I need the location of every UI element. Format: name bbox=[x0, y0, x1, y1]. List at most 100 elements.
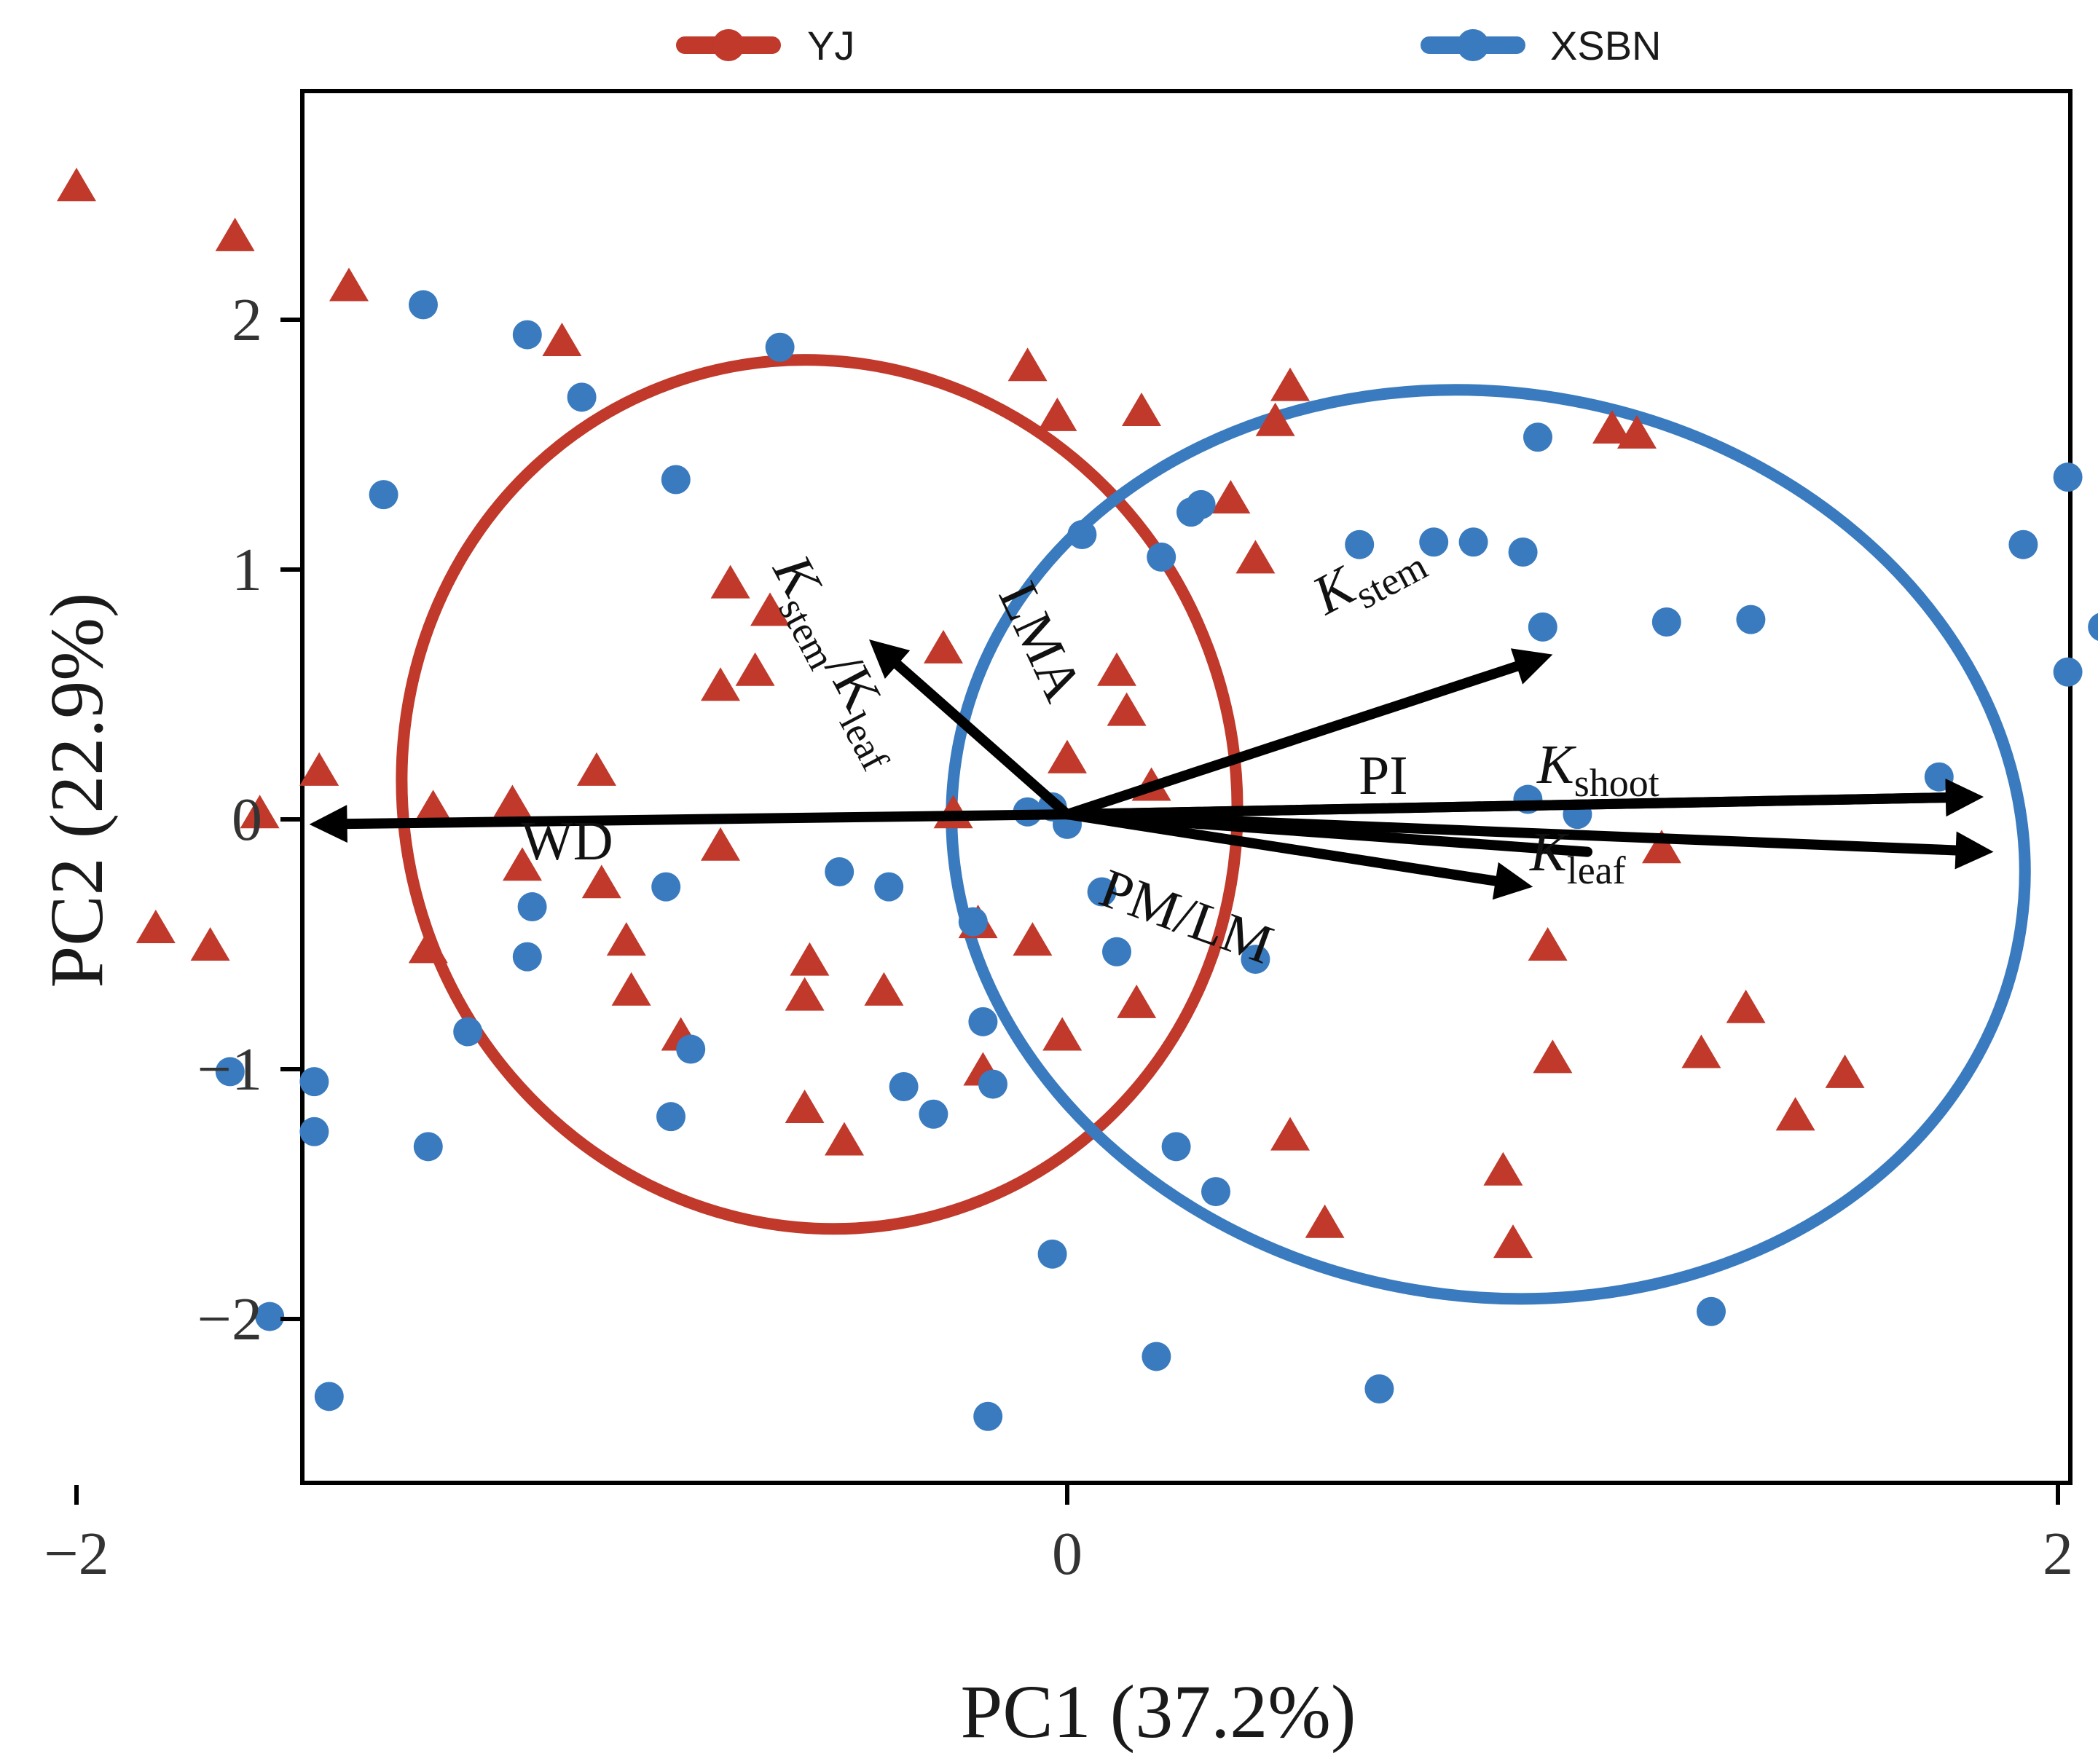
point-yj bbox=[1775, 1097, 1815, 1131]
point-xsbn bbox=[1142, 1342, 1171, 1371]
point-xsbn bbox=[1697, 1296, 1726, 1326]
point-xsbn bbox=[919, 1099, 948, 1129]
loading-arrows bbox=[309, 639, 1994, 900]
point-xsbn bbox=[215, 1057, 245, 1087]
point-yj bbox=[1235, 540, 1276, 574]
point-yj bbox=[577, 752, 616, 786]
point-yj bbox=[1681, 1034, 1721, 1068]
point-xsbn bbox=[567, 382, 597, 412]
x-tick-label: −2 bbox=[44, 1520, 109, 1588]
point-xsbn bbox=[1651, 607, 1681, 637]
arrow-pl-inner bbox=[1062, 809, 1592, 857]
point-yj bbox=[1107, 692, 1147, 726]
point-xsbn bbox=[413, 1132, 443, 1162]
point-xsbn bbox=[1161, 1132, 1191, 1162]
arrow-wd bbox=[342, 809, 1072, 830]
point-yj bbox=[1493, 1224, 1533, 1259]
point-xsbn bbox=[1241, 945, 1270, 974]
point-xsbn bbox=[651, 872, 681, 902]
y-tick-label: 2 bbox=[232, 286, 262, 354]
scatter-points bbox=[57, 168, 2098, 1431]
point-yj bbox=[1483, 1151, 1523, 1186]
point-xsbn bbox=[1201, 1177, 1230, 1207]
point-xsbn bbox=[1458, 527, 1488, 557]
point-yj bbox=[1013, 922, 1053, 956]
arrowhead-wd bbox=[309, 805, 347, 843]
label-lma: LMA bbox=[987, 573, 1095, 711]
point-xsbn bbox=[2053, 462, 2083, 492]
point-yj bbox=[1825, 1054, 1865, 1088]
arrowhead-kstem bbox=[1510, 648, 1553, 685]
point-xsbn bbox=[1508, 537, 1538, 567]
arrowhead-lma bbox=[869, 639, 911, 679]
x-tick-label: 2 bbox=[2043, 1520, 2073, 1588]
point-yj bbox=[1122, 392, 1161, 426]
point-yj bbox=[1255, 402, 1295, 436]
ellipse-yj bbox=[396, 354, 1244, 1235]
legend-marker-yj bbox=[712, 29, 744, 61]
label-wd: WD bbox=[521, 811, 613, 872]
point-yj bbox=[1528, 927, 1568, 961]
point-xsbn bbox=[1087, 877, 1117, 907]
point-xsbn bbox=[1037, 1239, 1067, 1269]
point-yj bbox=[1211, 480, 1251, 514]
arrow-lma bbox=[892, 659, 1072, 820]
point-xsbn bbox=[874, 872, 904, 902]
point-xsbn bbox=[661, 465, 691, 495]
point-xsbn bbox=[299, 1067, 329, 1097]
point-yj bbox=[190, 927, 230, 961]
point-xsbn bbox=[968, 1007, 998, 1036]
y-axis-title: PC2 (22.9%) bbox=[35, 592, 119, 988]
point-yj bbox=[825, 1122, 864, 1156]
point-xsbn bbox=[2008, 529, 2038, 559]
point-yj bbox=[1533, 1039, 1573, 1074]
point-xsbn bbox=[889, 1072, 919, 1102]
point-xsbn bbox=[1523, 422, 1552, 452]
point-yj bbox=[701, 827, 740, 861]
point-xsbn bbox=[656, 1102, 685, 1132]
point-yj bbox=[1117, 984, 1157, 1018]
point-xsbn bbox=[517, 892, 547, 922]
y-tick-label: 0 bbox=[232, 786, 262, 854]
plot-frame bbox=[300, 89, 2073, 1485]
legend-marker-xsbn bbox=[1457, 29, 1489, 61]
point-yj bbox=[735, 652, 775, 686]
point-xsbn bbox=[1147, 542, 1176, 572]
point-yj bbox=[611, 972, 651, 1006]
label-kleaf: Kleaf bbox=[1529, 822, 1626, 892]
arrowhead-pm-lm bbox=[1492, 862, 1533, 900]
legend-label-yj: YJ bbox=[807, 23, 854, 68]
point-yj bbox=[1270, 367, 1310, 401]
legend-item-yj: YJ bbox=[676, 23, 854, 68]
point-yj bbox=[408, 929, 448, 964]
point-yj bbox=[1037, 397, 1077, 431]
arrow-kshoot bbox=[1062, 792, 1952, 820]
point-yj bbox=[750, 592, 790, 626]
point-yj bbox=[215, 217, 255, 251]
point-yj bbox=[581, 865, 621, 899]
point-xsbn bbox=[409, 290, 438, 320]
point-xsbn bbox=[765, 332, 795, 362]
point-yj bbox=[701, 667, 740, 701]
point-xsbn bbox=[1364, 1374, 1394, 1404]
label-kshoot: Kshoot bbox=[1536, 734, 1659, 805]
point-yj bbox=[1305, 1204, 1345, 1238]
label-pi: PI bbox=[1359, 745, 1408, 806]
arrowhead-kleaf bbox=[1954, 831, 1994, 870]
point-yj bbox=[864, 972, 904, 1006]
point-yj bbox=[924, 629, 963, 664]
legend: YJ XSBN bbox=[676, 23, 1662, 68]
point-yj bbox=[710, 564, 750, 599]
point-yj bbox=[413, 790, 453, 824]
point-yj bbox=[1097, 652, 1136, 686]
x-axis-title: PC1 (37.2%) bbox=[960, 1670, 1356, 1754]
point-xsbn bbox=[2088, 613, 2098, 641]
point-xsbn bbox=[255, 1302, 285, 1331]
point-xsbn bbox=[1102, 937, 1131, 966]
x-axis: −2024 bbox=[44, 1485, 2073, 1588]
point-yj bbox=[785, 1089, 825, 1123]
point-yj bbox=[492, 784, 533, 819]
point-yj bbox=[57, 168, 96, 202]
